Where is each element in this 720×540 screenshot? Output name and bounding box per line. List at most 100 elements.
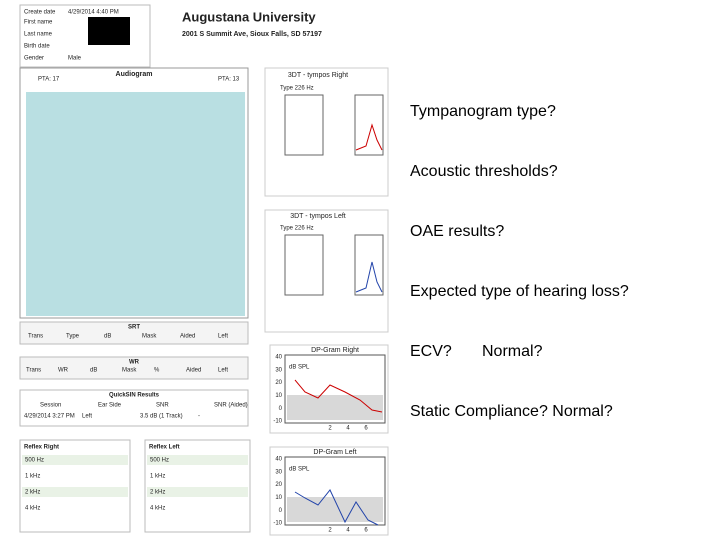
table-header: % — [154, 368, 160, 374]
reflex-row-label: 1 kHz — [25, 474, 40, 480]
table-header: Mask — [122, 368, 137, 374]
srt-table — [19, 321, 249, 345]
field-label: Gender — [24, 56, 44, 62]
question: OAE results? — [410, 223, 504, 240]
quicksin-title: QuickSIN Results — [109, 393, 160, 399]
dp-unit: dB SPL — [289, 365, 310, 371]
wr-header-row: Trans WR dB Mask% Aided Left — [26, 368, 228, 374]
table-header: Mask — [142, 334, 157, 340]
pta-left: PTA: 13 — [218, 77, 240, 83]
dp-x-tick-label: 6 — [364, 528, 368, 534]
table-header: Aided — [180, 334, 195, 340]
dp-x-tick-label: 2 — [328, 426, 332, 432]
reflex-row-bg — [147, 455, 248, 465]
field-label: First name — [24, 20, 53, 26]
create-date: 4/29/2014 4:40 PM — [68, 10, 119, 16]
dp-y-tick-label: 0 — [279, 508, 283, 514]
dp-trace — [294, 379, 383, 413]
reflex-row-bg — [22, 471, 128, 481]
wr-table — [19, 356, 249, 380]
quicksin-rows: Session Ear Side SNR SNR (Aided) 4/29/2014 3… — [24, 403, 248, 420]
table-cell: 4/29/2014 3:27 PM — [24, 414, 75, 420]
tymp-left-trace — [355, 261, 383, 293]
wr-title: WR — [129, 360, 140, 366]
srt-title: SRT — [128, 325, 140, 331]
reflex-left-table — [144, 439, 251, 533]
dp-y-tick-label: 10 — [275, 393, 282, 399]
dp-unit: dB SPL — [289, 467, 310, 473]
dp-y-tick-label: 20 — [275, 380, 282, 386]
dp-x-tick-label: 6 — [364, 426, 368, 432]
tymp-right-axes — [284, 94, 324, 156]
reflex-row-bg — [22, 487, 128, 497]
table-header: Aided — [186, 368, 201, 374]
field-label: Birth date — [24, 44, 50, 50]
reflex-row-label: 2 kHz — [25, 490, 40, 496]
dp-y-tick-label: -10 — [273, 419, 282, 425]
dp-trace — [294, 489, 379, 526]
dp-x-tick-label: 4 — [346, 528, 350, 534]
reflex-row-label: 500 Hz — [25, 458, 44, 464]
table-cell: Left — [82, 414, 92, 420]
table-header: Type — [66, 334, 80, 340]
question: Expected type of hearing loss? — [410, 283, 629, 300]
gender: Male — [68, 56, 82, 62]
reflex-row-bg — [22, 503, 128, 513]
reflex-row-label: 1 kHz — [150, 474, 165, 480]
reflex-row-bg — [147, 503, 248, 513]
tymp-left-title: 3DT - tympos Left — [290, 213, 346, 220]
tymp-left-axes-2 — [354, 234, 384, 296]
quicksin-table — [19, 389, 249, 427]
audiogram-cover — [26, 92, 245, 316]
dp-gram-right: DP-Gram Right dB SPL 40 30 20 10 0 -10 2 4 6 — [269, 344, 389, 434]
question: Tympanogram type? — [410, 103, 556, 120]
tymp-left-axes — [284, 234, 324, 296]
dp-y-tick-label: 40 — [275, 355, 282, 361]
dp-y-tick-label: 20 — [275, 482, 282, 488]
reflex-right-title: Reflex Right — [24, 445, 59, 451]
question: Normal? — [482, 343, 543, 360]
dp-y-tick-label: 30 — [275, 367, 282, 373]
reflex-rows: 500 Hz 500 Hz 1 kHz 1 kHz 2 kHz 2 kHz 4 kHz 4 k… — [22, 455, 248, 513]
dp-noise-band — [287, 395, 383, 420]
reflex-left-title: Reflex Left — [149, 445, 180, 451]
tymp-right-axes-2 — [354, 94, 384, 156]
tymp-right-type: Type 226 Hz — [280, 86, 314, 92]
tymp-right-trace — [355, 123, 383, 151]
dp-axes — [284, 456, 386, 526]
dp-x-tick-label: 2 — [328, 528, 332, 534]
tymp-right-title: 3DT - tympos Right — [288, 72, 348, 79]
redaction — [88, 17, 130, 45]
dp-y-tick-label: 0 — [279, 406, 283, 412]
table-header: Left — [218, 334, 228, 340]
table-header: dB — [90, 368, 97, 374]
reflex-row-bg — [147, 471, 248, 481]
reflex-right-table — [19, 439, 131, 533]
question: Acoustic thresholds? — [410, 163, 558, 180]
audiogram-title: Audiogram — [116, 71, 153, 78]
field-label: Last name — [24, 32, 53, 38]
pta-right: PTA: 17 — [38, 77, 60, 83]
table-cell: - — [198, 414, 200, 420]
table-header: SNR (Aided) — [214, 403, 248, 409]
question: Static Compliance? Normal? — [410, 403, 613, 420]
reflex-row-label: 500 Hz — [150, 458, 169, 464]
reflex-row-label: 4 kHz — [25, 506, 40, 512]
dp-axes — [284, 354, 386, 424]
table-header: Session — [40, 403, 61, 409]
tymp-left-type: Type 226 Hz — [280, 226, 314, 232]
table-header: Ear Side — [98, 403, 122, 409]
dp-y-tick-label: 40 — [275, 457, 282, 463]
dp-x-tick-label: 4 — [346, 426, 350, 432]
dp-gram-left: DP-Gram Left dB SPL 40 30 20 10 0 -10 2 4 6 — [269, 446, 389, 536]
reflex-row-bg — [22, 455, 128, 465]
dp-title: DP-Gram Left — [313, 449, 356, 456]
university: Augustana University — [182, 9, 316, 24]
srt-header-row: Trans Type dB Mask Aided Left — [28, 334, 228, 340]
table-header: SNR — [156, 403, 169, 409]
table-header: WR — [58, 368, 69, 374]
field-label: Create date — [24, 10, 56, 16]
table-header: Trans — [28, 334, 43, 340]
